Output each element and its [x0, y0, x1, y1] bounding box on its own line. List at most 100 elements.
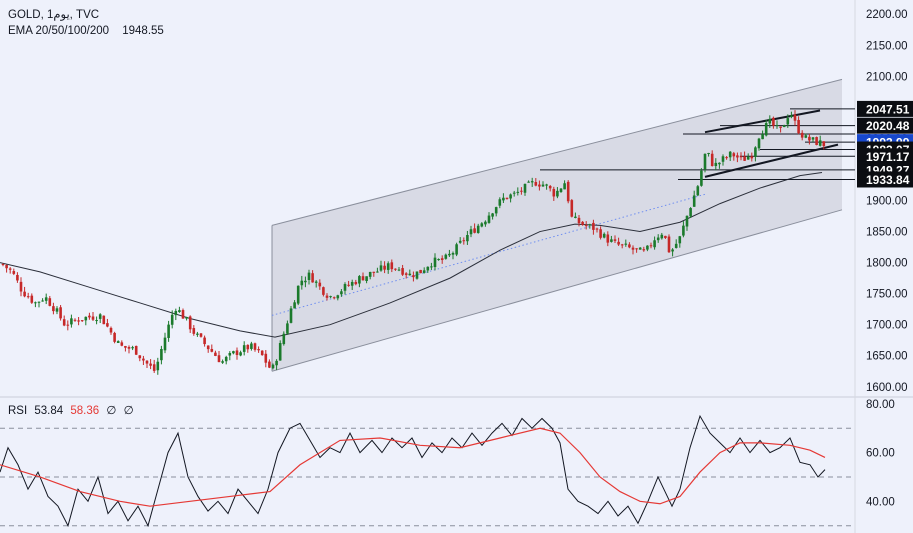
candle — [30, 295, 34, 303]
ema-label: EMA 20/50/100/200 — [8, 25, 110, 37]
candle — [275, 360, 278, 366]
candle — [566, 181, 570, 202]
candle — [700, 170, 703, 186]
candle — [278, 343, 282, 361]
candle — [653, 240, 656, 248]
candle — [318, 282, 322, 287]
candle — [754, 147, 757, 157]
candle — [80, 320, 84, 322]
level-label: 1971.17 — [866, 150, 910, 164]
inner-channel-lower — [704, 143, 839, 178]
candle — [455, 244, 458, 255]
candle — [689, 208, 692, 217]
level-label-box — [857, 100, 913, 117]
candle — [523, 183, 527, 193]
candle — [552, 188, 556, 197]
candle — [217, 355, 221, 363]
candle — [66, 324, 70, 326]
price-tick-label: 1750.00 — [866, 289, 908, 301]
candle — [430, 266, 433, 268]
candle — [617, 241, 620, 245]
candle — [145, 360, 149, 364]
price-tick-label: 1850.00 — [866, 227, 908, 239]
price-tick-label: 1800.00 — [866, 258, 908, 270]
candle — [19, 281, 23, 292]
candle — [563, 183, 566, 190]
candle — [109, 327, 113, 333]
candle — [113, 332, 116, 342]
candle — [134, 345, 138, 355]
candle — [628, 244, 631, 248]
candle — [487, 215, 491, 223]
price-tick-label: 1700.00 — [866, 320, 908, 332]
candle — [710, 153, 714, 167]
ema-line — [0, 172, 823, 338]
candle — [512, 192, 516, 194]
candle — [732, 153, 736, 157]
candle — [584, 225, 588, 227]
candle — [149, 363, 152, 366]
price-tick-label: 2200.00 — [866, 9, 908, 21]
candle — [516, 191, 520, 193]
candle — [73, 319, 77, 321]
candle — [210, 348, 214, 352]
price-tick-label: 2150.00 — [866, 40, 908, 52]
candle — [588, 224, 592, 226]
candle — [379, 265, 383, 271]
candle — [286, 323, 289, 334]
candle — [311, 273, 314, 283]
candle — [768, 118, 772, 124]
candle — [124, 345, 127, 348]
candle — [170, 314, 174, 325]
candle — [797, 119, 800, 134]
candle — [242, 345, 246, 352]
candle — [282, 333, 286, 345]
candle — [196, 333, 199, 335]
candle — [509, 194, 512, 199]
candle — [721, 156, 725, 162]
price-tick-label: 1650.00 — [866, 351, 908, 363]
candle — [764, 123, 768, 136]
candle — [602, 233, 606, 238]
candle — [638, 247, 642, 250]
candle — [635, 248, 638, 250]
candle — [127, 346, 131, 349]
candle — [390, 262, 394, 270]
candle — [703, 153, 707, 170]
candle — [473, 228, 476, 233]
candle — [527, 181, 530, 183]
candle — [246, 344, 250, 350]
candle — [685, 215, 689, 227]
candle — [192, 328, 196, 334]
candle — [498, 199, 502, 206]
candle — [592, 222, 595, 230]
candle — [214, 352, 217, 356]
candle — [642, 249, 646, 251]
candle — [530, 181, 534, 183]
candle — [462, 240, 466, 242]
candle — [138, 355, 142, 359]
candle — [761, 134, 764, 140]
candle — [55, 308, 59, 312]
candle — [224, 356, 228, 362]
candle — [131, 347, 134, 349]
candle — [606, 234, 610, 243]
candle — [556, 190, 559, 197]
rsi-value-4: ∅ — [123, 405, 134, 417]
candle — [271, 364, 275, 369]
candle — [782, 125, 786, 128]
candle — [412, 275, 415, 278]
level-label-box — [857, 117, 913, 134]
candle — [620, 244, 624, 246]
candle — [250, 343, 253, 349]
candle — [484, 221, 487, 225]
candle — [178, 310, 181, 313]
candle — [188, 316, 192, 330]
candle — [106, 323, 109, 327]
candle — [570, 200, 574, 217]
candle — [502, 197, 505, 201]
candle — [152, 364, 156, 371]
candle — [181, 310, 185, 319]
candle — [354, 281, 358, 285]
